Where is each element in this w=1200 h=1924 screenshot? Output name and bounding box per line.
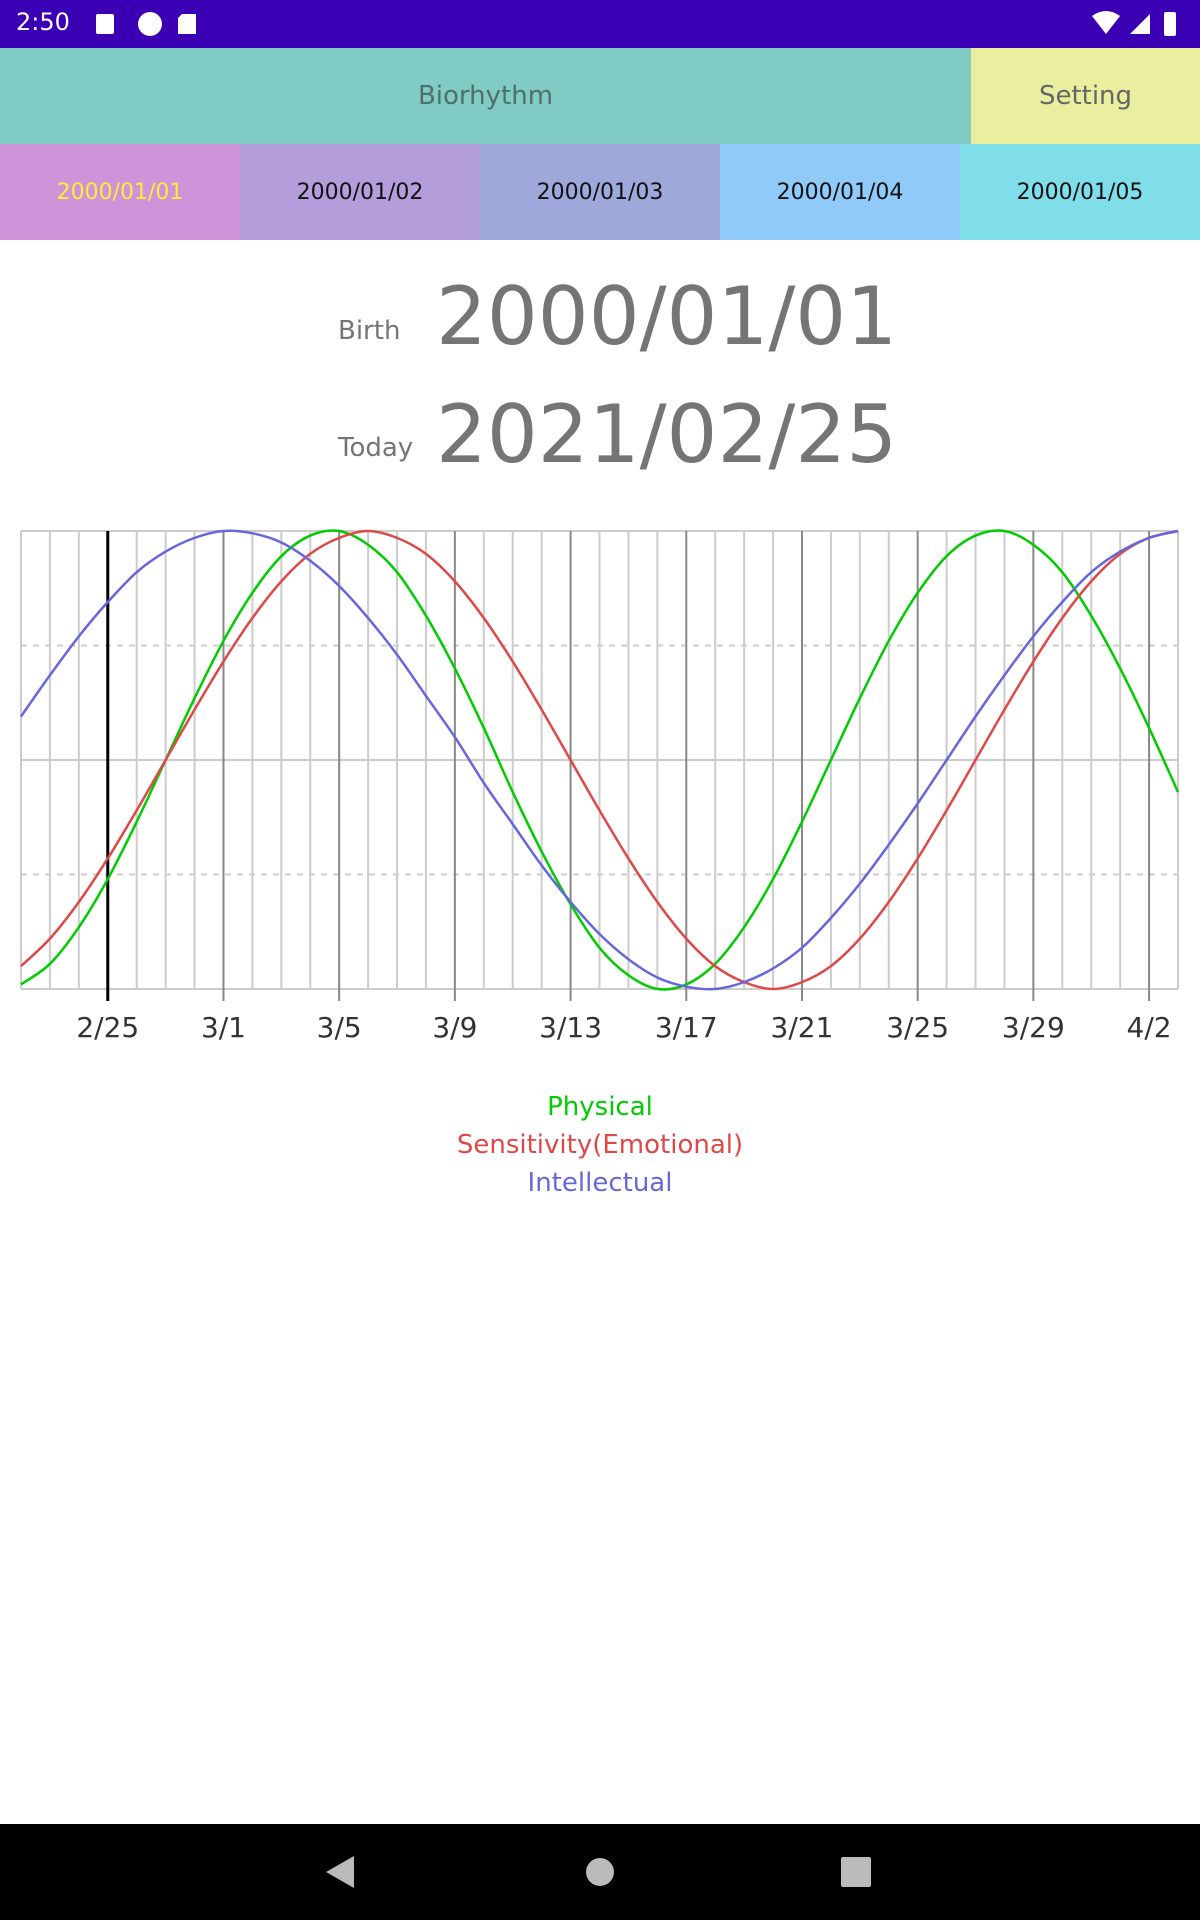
x-tick-label: 3/25	[886, 1011, 949, 1044]
date-tab[interactable]: 2000/01/04	[720, 144, 960, 240]
x-tick-label: 3/17	[655, 1011, 718, 1044]
x-tick-label: 3/9	[432, 1011, 477, 1044]
x-tick-label: 3/5	[317, 1011, 362, 1044]
birth-value: 2000/01/01	[436, 270, 898, 363]
status-bar: 2:50	[0, 0, 1200, 48]
today-label: Today	[338, 433, 414, 463]
series-line	[20, 529, 1179, 991]
series-line	[20, 529, 1180, 991]
x-tick-label: 3/21	[771, 1011, 834, 1044]
tab-biorhythm[interactable]: Biorhythm	[0, 48, 971, 144]
tab-setting[interactable]: Setting	[971, 48, 1200, 144]
x-tick-label: 3/13	[539, 1011, 602, 1044]
status-time: 2:50	[16, 8, 70, 36]
status-right-icons	[1092, 11, 1176, 36]
chart: 2/25 3/1 3/5 3/9 3/13 3/17 3/21 3/25 3/29 4/2 Phys…	[19, 529, 1180, 1198]
today-value: 2021/02/25	[436, 388, 898, 481]
status-icons	[96, 12, 196, 36]
date-tab[interactable]: 2000/01/05	[960, 144, 1200, 240]
date-tab[interactable]: 2000/01/01	[0, 144, 240, 240]
legend-entry: Physical	[547, 1092, 653, 1122]
legend-entry: Intellectual	[528, 1168, 673, 1198]
date-tab[interactable]: 2000/01/03	[480, 144, 720, 240]
birth-label: Birth	[338, 316, 401, 346]
date-tab[interactable]: 2000/01/02	[240, 144, 480, 240]
series-line	[19, 529, 1179, 991]
x-tick-label: 3/29	[1002, 1011, 1065, 1044]
legend-entry: Sensitivity(Emotional)	[457, 1130, 743, 1160]
nav-icons	[326, 1856, 871, 1888]
x-tick-label: 4/2	[1127, 1011, 1172, 1044]
x-tick-label: 2/25	[76, 1011, 139, 1044]
x-tick-label: 3/1	[201, 1011, 246, 1044]
nav-bar	[0, 1824, 1200, 1920]
